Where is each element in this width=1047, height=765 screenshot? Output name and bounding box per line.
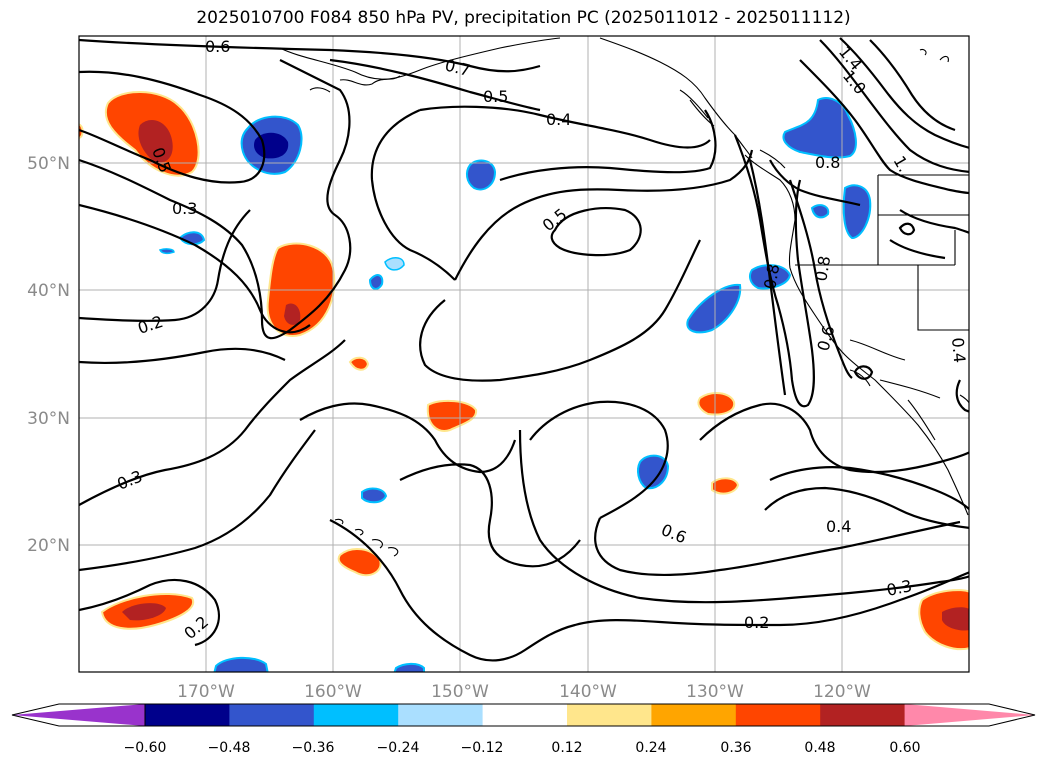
colorbar-swatch [145,704,230,726]
colorbar-swatch [313,704,399,726]
lon-label: 150°W [431,682,489,702]
colorbar-extend-max [904,704,1035,726]
contour-labels: 0.6 0.7 0.5 0.4 1.4 1.0 1. 0.5 0.3 0.5 0… [114,37,969,643]
colorbar-tick: 0.60 [889,740,920,756]
map-area: 0.6 0.7 0.5 0.4 1.4 1.0 1. 0.5 0.3 0.5 0… [79,36,969,672]
colorbar: −0.60 −0.48 −0.36 −0.24 −0.12 0.12 0.24 … [11,703,1036,756]
colorbar-swatch [820,704,906,726]
lat-label: 30°N [27,409,70,429]
lon-label: 130°W [686,682,744,702]
contour-label: 0.3 [885,576,914,600]
contour-label: 0.8 [815,153,840,172]
lat-label: 40°N [27,281,70,301]
lat-label: 50°N [27,154,70,174]
contour-label: 0.4 [826,517,851,536]
colorbar-tick: 0.12 [551,740,582,756]
colorbar-tick: −0.24 [377,740,420,756]
colorbar-swatch [229,704,315,726]
contour-label: 0.6 [205,37,230,56]
colorbar-tick: −0.36 [292,740,335,756]
contour-label: 0.5 [483,87,508,106]
colorbar-swatch [567,704,652,726]
colorbar-tick: 0.24 [635,740,666,756]
lon-label: 160°W [304,682,362,702]
coastlines [279,37,969,557]
contour-label: 0.8 [811,254,834,282]
map-frame [78,35,970,673]
contour-label: 0.4 [546,110,571,129]
contour-label: 0.4 [948,337,969,364]
lon-label: 120°W [813,682,871,702]
colorbar-swatches [12,704,1035,726]
lon-label: 170°W [177,682,235,702]
colorbar-outline [11,703,146,727]
colorbar-tick: −0.60 [124,740,167,756]
lon-label: 140°W [559,682,617,702]
contour-label: 0.2 [744,613,769,632]
colorbar-swatch [398,704,484,726]
latitude-labels: 50°N 40°N 30°N 20°N [27,154,70,556]
page-title: 2025010700 F084 850 hPa PV, precipitatio… [196,8,851,28]
colorbar-swatch [651,704,737,726]
colorbar-swatch [482,704,568,726]
pv-contours [79,37,969,662]
contour-label: 0.8 [760,262,783,290]
contour-label: 0.3 [172,199,197,218]
longitude-labels: 170°W 160°W 150°W 140°W 130°W 120°W [177,682,871,702]
colorbar-tick: −0.48 [208,740,251,756]
precip-negative-areas [158,97,872,672]
graticule [79,36,969,672]
colorbar-tick: 0.48 [804,740,835,756]
colorbar-extend-min [12,704,145,726]
colorbar-tick: −0.12 [461,740,504,756]
colorbar-ticks: −0.60 −0.48 −0.36 −0.24 −0.12 0.12 0.24 … [124,740,921,756]
colorbar-swatch [735,704,821,726]
precip-positive-areas [79,91,969,651]
lat-label: 20°N [27,536,70,556]
colorbar-tick: 0.36 [720,740,751,756]
